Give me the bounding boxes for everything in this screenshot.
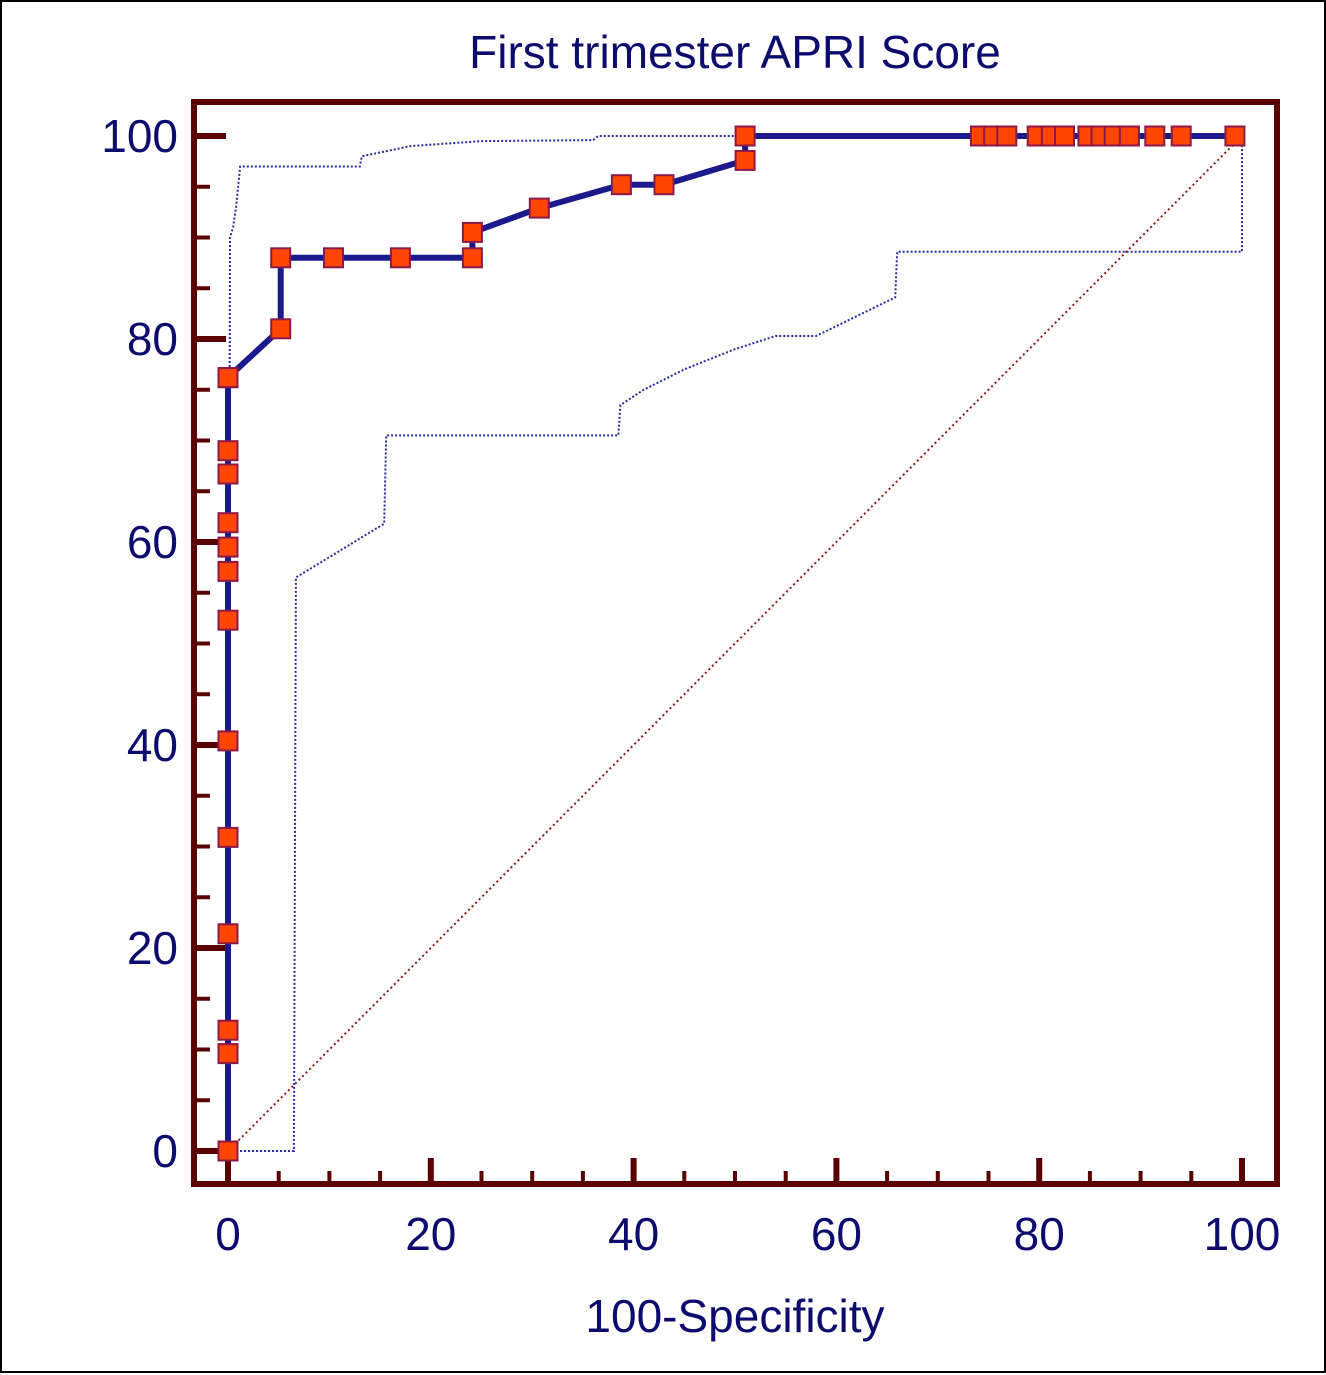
roc-point-marker [734, 149, 756, 171]
y-tick-label: 40 [127, 719, 178, 771]
x-tick-label: 100 [1204, 1208, 1281, 1260]
y-tick-label: 20 [127, 922, 178, 974]
x-tick-label: 60 [811, 1208, 862, 1260]
y-tick-label: 0 [152, 1125, 178, 1177]
roc-point-marker [217, 1140, 239, 1162]
y-tick-label: 60 [127, 516, 178, 568]
x-tick-label: 20 [405, 1208, 456, 1260]
y-tick-label: 100 [101, 110, 178, 162]
reference-diagonal-line [227, 135, 1243, 1152]
y-tick-label: 80 [127, 313, 178, 365]
roc-point-marker [217, 730, 239, 752]
x-axis-label: 100-Specificity [585, 1290, 884, 1342]
roc-point-marker [996, 125, 1018, 147]
roc-point-marker [217, 1043, 239, 1065]
roc-point-marker [270, 247, 292, 269]
roc-point-marker [1144, 125, 1166, 147]
roc-point-marker [217, 1019, 239, 1041]
roc-point-marker [461, 247, 483, 269]
roc-point-marker [1170, 125, 1192, 147]
chart-title: First trimester APRI Score [469, 26, 1001, 78]
roc-point-marker [217, 440, 239, 462]
roc-point-marker [217, 609, 239, 631]
x-tick-label: 80 [1014, 1208, 1065, 1260]
roc-point-marker [217, 463, 239, 485]
roc-point-marker [217, 536, 239, 558]
roc-point-marker [610, 174, 632, 196]
roc-point-marker [270, 318, 292, 340]
plot-frame [191, 99, 1280, 1187]
roc-point-marker [653, 174, 675, 196]
roc-point-marker [1054, 125, 1075, 147]
x-tick-label: 0 [215, 1208, 241, 1260]
roc-point-marker [323, 247, 344, 269]
roc-point-marker [217, 367, 239, 389]
roc-curve-line [225, 133, 1235, 1151]
roc-point-marker [1118, 125, 1140, 147]
roc-point-marker [217, 923, 239, 945]
roc-point-marker [217, 512, 239, 534]
confidence-band-lower [228, 136, 1243, 1152]
confidence-band-upper [227, 135, 1242, 1152]
roc-point-marker [528, 197, 550, 219]
roc-point-marker [734, 125, 756, 147]
roc-point-marker [389, 247, 411, 269]
x-tick-label: 40 [608, 1208, 659, 1260]
plot-area: 0 20 40 60 80 100 0 20 40 60 80 100 [101, 99, 1281, 1260]
roc-point-marker [217, 560, 239, 582]
roc-point-marker [1224, 125, 1246, 147]
roc-point-marker [217, 826, 239, 848]
roc-point-marker [461, 221, 483, 243]
